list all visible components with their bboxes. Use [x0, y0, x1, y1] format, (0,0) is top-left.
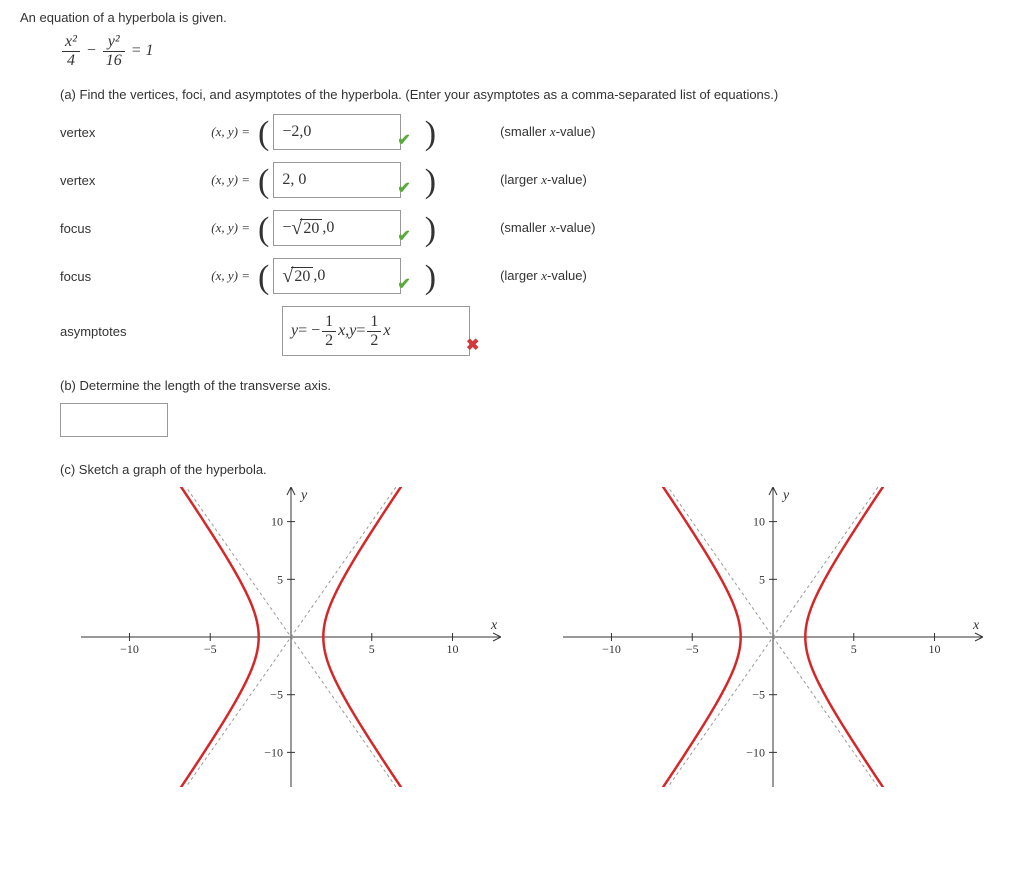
hyperbola-graph-1: −10 −5 5 10 −10 −5 5 10 x y	[81, 487, 501, 790]
svg-text:−10: −10	[602, 642, 621, 656]
equation: x² 4 − y² 16 = 1	[60, 33, 1004, 69]
part-c-text: (c) Sketch a graph of the hyperbola.	[60, 462, 1004, 477]
check-icon: ✔	[397, 130, 410, 150]
focus-row-larger: focus (x, y) = ( √20 ,0 ✔ ) (larger x-va…	[60, 258, 1004, 294]
focus-larger-input[interactable]: √20 ,0	[273, 258, 401, 294]
vertex-row-smaller: vertex (x, y) = ( −2,0 ✔ ) (smaller x-va…	[60, 114, 1004, 150]
transverse-axis-input[interactable]	[60, 403, 168, 437]
svg-text:−10: −10	[120, 642, 139, 656]
svg-text:5: 5	[851, 642, 857, 656]
svg-text:x: x	[972, 618, 980, 633]
svg-text:10: 10	[929, 642, 941, 656]
svg-text:5: 5	[277, 572, 283, 586]
check-icon: ✔	[397, 226, 410, 246]
svg-text:−5: −5	[752, 688, 765, 702]
cross-icon: ✖	[466, 335, 479, 355]
svg-text:5: 5	[369, 642, 375, 656]
check-icon: ✔	[397, 178, 410, 198]
vertex-smaller-input[interactable]: −2,0	[273, 114, 401, 150]
vertex-larger-input[interactable]: 2, 0	[273, 162, 401, 198]
svg-text:−5: −5	[686, 642, 699, 656]
focus-row-smaller: focus (x, y) = ( −√20 ,0 ✔ ) (smaller x-…	[60, 210, 1004, 246]
svg-text:−10: −10	[264, 746, 283, 760]
asymptotes-row: asymptotes y = −12x, y = 12x ✖	[60, 306, 1004, 356]
svg-text:10: 10	[271, 515, 283, 529]
svg-text:x: x	[490, 618, 498, 633]
svg-text:−5: −5	[204, 642, 217, 656]
svg-text:10: 10	[447, 642, 459, 656]
svg-text:−10: −10	[746, 746, 765, 760]
svg-text:y: y	[781, 488, 790, 503]
check-icon: ✔	[397, 274, 410, 294]
asymptotes-input[interactable]: y = −12x, y = 12x	[282, 306, 470, 356]
problem-intro: An equation of a hyperbola is given.	[20, 10, 1004, 25]
svg-text:−5: −5	[270, 688, 283, 702]
svg-text:10: 10	[753, 515, 765, 529]
svg-text:y: y	[299, 488, 308, 503]
vertex-row-larger: vertex (x, y) = ( 2, 0 ✔ ) (larger x-val…	[60, 162, 1004, 198]
svg-text:5: 5	[759, 572, 765, 586]
focus-smaller-input[interactable]: −√20 ,0	[273, 210, 401, 246]
part-b-text: (b) Determine the length of the transver…	[60, 378, 1004, 393]
part-a-text: (a) Find the vertices, foci, and asympto…	[60, 87, 1004, 102]
hyperbola-graph-2: −10 −5 5 10 −10 −5 5 10 x y	[563, 487, 983, 790]
